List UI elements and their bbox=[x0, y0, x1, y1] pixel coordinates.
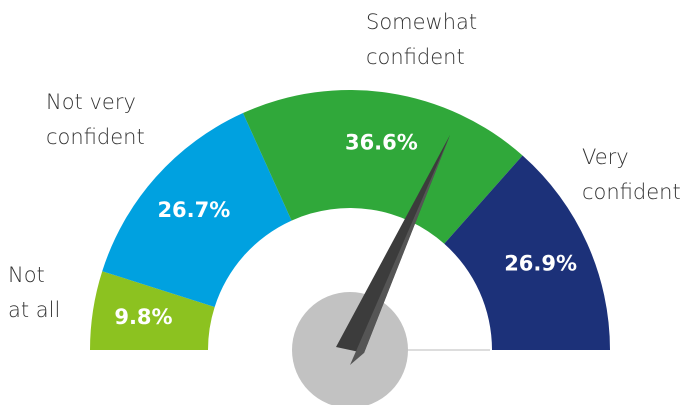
value-label: 9.8% bbox=[114, 305, 172, 329]
needle-shade bbox=[350, 135, 450, 365]
category-label: Very confident bbox=[582, 145, 681, 204]
gauge-segment bbox=[90, 271, 215, 350]
category-label: Somewhat confident bbox=[366, 10, 478, 69]
needle bbox=[336, 135, 450, 353]
gauge-segment bbox=[444, 155, 610, 350]
gauge-segment bbox=[102, 113, 292, 307]
category-label: Not at all bbox=[8, 263, 61, 322]
gauge-segment bbox=[243, 90, 523, 244]
category-label: Not very confident bbox=[46, 90, 145, 149]
value-label: 26.7% bbox=[157, 198, 230, 222]
value-label: 26.9% bbox=[504, 251, 577, 275]
value-label: 36.6% bbox=[345, 130, 418, 154]
